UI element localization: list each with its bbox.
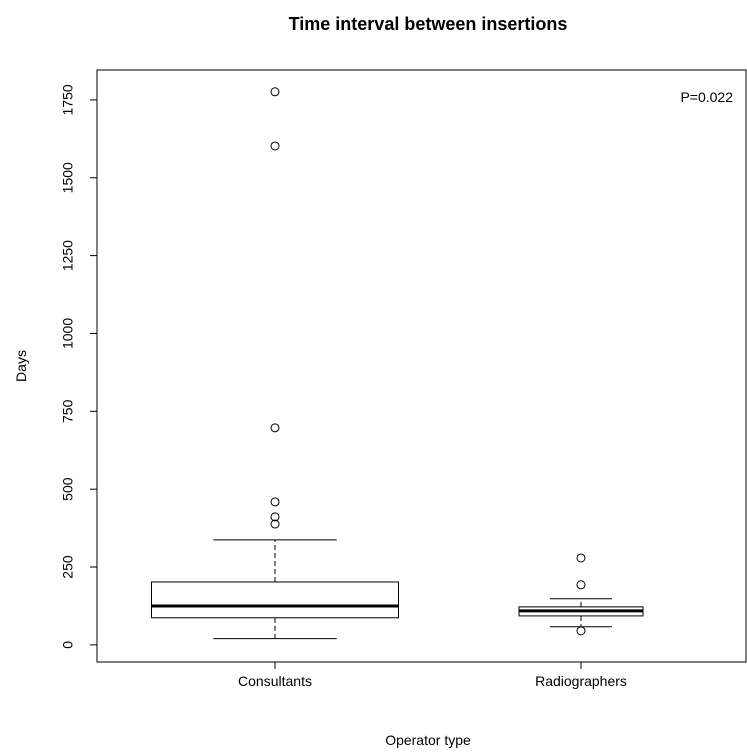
outlier	[270, 497, 280, 507]
outlier	[270, 141, 280, 151]
outlier	[576, 626, 586, 636]
y-tick-label: 500	[60, 477, 76, 501]
outlier	[576, 580, 586, 590]
annotation: P=0.022	[680, 89, 733, 105]
y-tick-label: 0	[60, 641, 76, 649]
outlier	[576, 553, 586, 563]
outlier	[270, 512, 280, 522]
y-tick-label: 1750	[60, 84, 76, 115]
outlier	[270, 423, 280, 433]
x-tick-label: Consultants	[238, 673, 312, 689]
y-tick-label: 1250	[60, 240, 76, 271]
y-tick-label: 250	[60, 555, 76, 579]
y-tick-label: 1000	[60, 318, 76, 349]
x-axis-label: Operator type	[385, 732, 471, 748]
y-axis-label: Days	[13, 350, 29, 382]
y-tick-label: 750	[60, 399, 76, 423]
outlier	[270, 87, 280, 97]
y-tick-label: 1500	[60, 162, 76, 193]
plot-frame	[96, 69, 747, 663]
outlier	[270, 519, 280, 529]
box	[151, 581, 399, 619]
x-tick-label: Radiographers	[535, 673, 627, 689]
chart-title: Time interval between insertions	[289, 14, 568, 34]
